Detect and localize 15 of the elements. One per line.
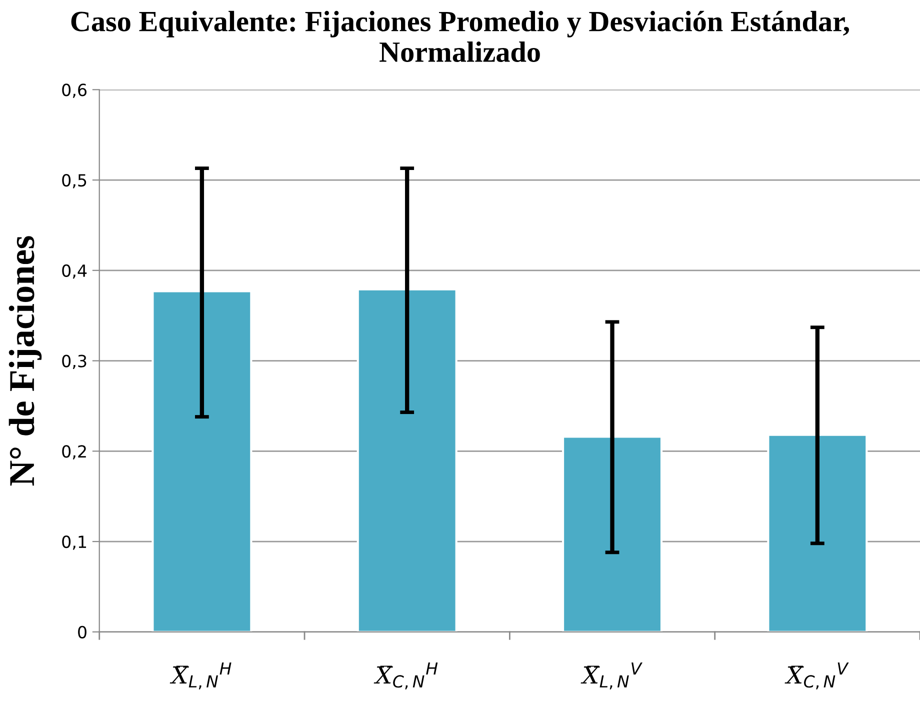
y-axis-title: N° de Fijaciones xyxy=(8,236,42,486)
x-tick-label: X̅$_{C,N}$$^{V}$ xyxy=(784,662,849,690)
y-tick-label: 0,1 xyxy=(62,535,86,550)
y-tick-label: 0,6 xyxy=(62,84,87,98)
chart-title: Caso Equivalente: Fijaciones Promedio y Desviación Estándar, Normalizado xyxy=(71,10,850,62)
y-tick-label: 0 xyxy=(78,626,86,638)
bar xyxy=(356,288,458,632)
x-tick-label: X̅$_{L,N}$$^{V}$ xyxy=(580,662,642,690)
y-tick-label: 0,5 xyxy=(62,174,86,188)
y-tick-label: 0,4 xyxy=(62,264,87,279)
x-tick-label: X̅$_{L,N}$$^{H}$ xyxy=(170,662,232,690)
bar xyxy=(152,290,252,632)
y-tick-label: 0,3 xyxy=(62,354,86,370)
x-tick-label: X̅$_{C,N}$$^{H}$ xyxy=(374,662,438,690)
y-tick-label: 0,2 xyxy=(62,445,86,460)
